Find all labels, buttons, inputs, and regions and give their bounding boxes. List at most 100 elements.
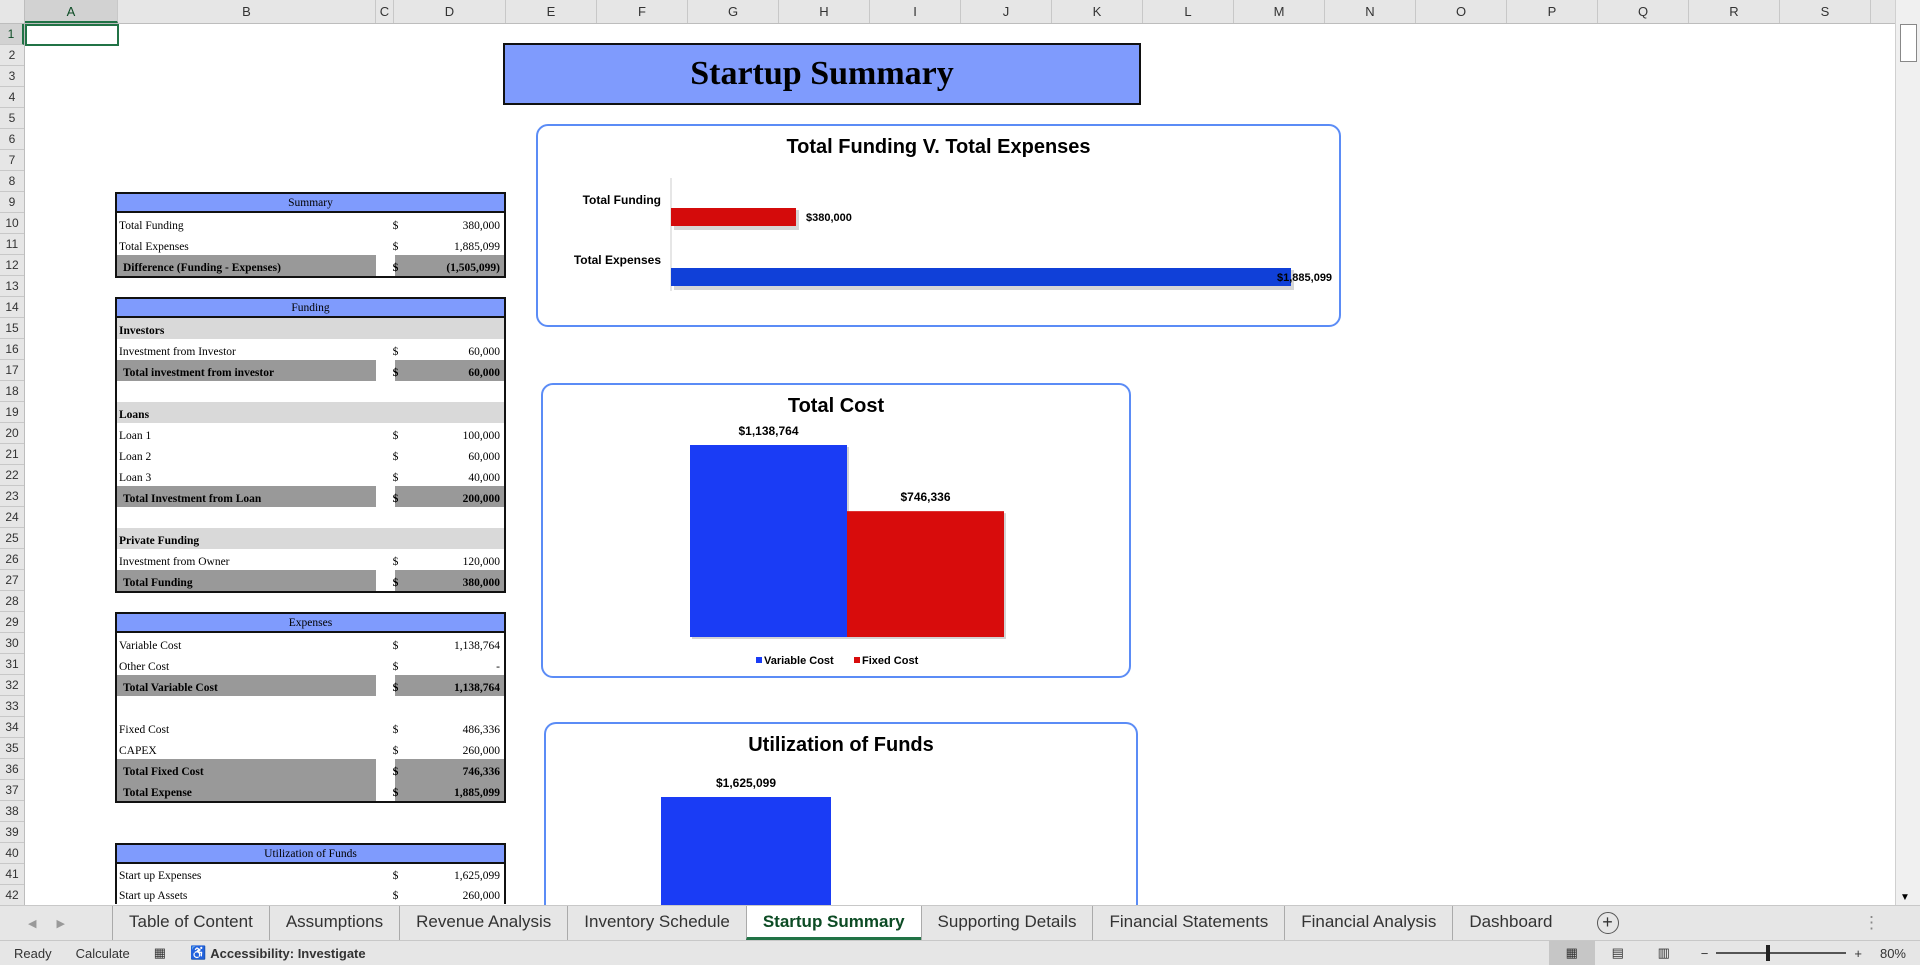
cell-cur[interactable]: $ — [392, 787, 399, 799]
row-header[interactable]: 41 — [0, 864, 24, 885]
sheet-tab[interactable]: Financial Analysis — [1284, 906, 1452, 940]
cell-cur[interactable]: $ — [392, 724, 399, 736]
cell-label[interactable]: Total Fixed Cost — [123, 766, 204, 778]
cell-value[interactable]: (1,505,099) — [446, 262, 500, 274]
cell-cur[interactable]: $ — [392, 451, 399, 463]
cell-label[interactable]: Loan 3 — [119, 472, 152, 484]
cell-cur[interactable]: $ — [392, 367, 399, 379]
row-header[interactable]: 17 — [0, 360, 24, 381]
column-header[interactable]: I — [870, 0, 961, 23]
row-header[interactable]: 37 — [0, 780, 24, 801]
cell-cur[interactable]: $ — [392, 766, 399, 778]
column-header[interactable]: A — [25, 0, 118, 23]
cell-cur[interactable]: $ — [392, 346, 399, 358]
cell-label[interactable]: Private Funding — [119, 535, 200, 547]
selected-cell-a1[interactable] — [25, 24, 119, 46]
cell-label[interactable]: Loans — [119, 409, 150, 421]
cell-value[interactable]: 1,625,099 — [453, 870, 500, 882]
sheet-tab[interactable]: Assumptions — [268, 906, 399, 940]
cell-label[interactable]: Start up Assets — [119, 890, 188, 902]
cell-label[interactable]: CAPEX — [119, 745, 157, 757]
macro-recording-icon[interactable]: ▦ — [153, 945, 167, 960]
column-header[interactable]: B — [118, 0, 376, 23]
row-header[interactable]: 18 — [0, 381, 24, 402]
funding-vs-expenses-chart[interactable]: Total Funding V. Total Expenses Total Fu… — [536, 124, 1341, 327]
cell-cur[interactable]: $ — [392, 682, 399, 694]
row-header[interactable]: 7 — [0, 150, 24, 171]
column-header[interactable]: M — [1234, 0, 1325, 23]
cell-value[interactable]: 1,885,099 — [454, 787, 500, 799]
column-header[interactable]: S — [1780, 0, 1871, 23]
utilization-chart[interactable]: Utilization of Funds $1,625,099 — [544, 722, 1138, 905]
column-header[interactable]: O — [1416, 0, 1507, 23]
column-header[interactable]: C — [376, 0, 394, 23]
cell-value[interactable]: 60,000 — [468, 451, 500, 463]
cell-label[interactable]: Other Cost — [119, 661, 170, 673]
cell-cur[interactable]: $ — [392, 745, 399, 757]
cell-value[interactable]: 60,000 — [468, 367, 500, 379]
column-header[interactable]: K — [1052, 0, 1143, 23]
cell-cur[interactable]: $ — [392, 870, 399, 882]
row-header[interactable]: 33 — [0, 696, 24, 717]
row-header[interactable]: 10 — [0, 213, 24, 234]
sheet-tab[interactable]: Startup Summary — [745, 906, 921, 940]
column-header[interactable]: R — [1689, 0, 1780, 23]
cell-cur[interactable]: $ — [392, 640, 399, 652]
next-sheet-icon[interactable]: ▶ — [56, 917, 65, 930]
cell-value[interactable]: 40,000 — [468, 472, 500, 484]
row-header[interactable]: 36 — [0, 759, 24, 780]
more-options-icon[interactable]: ⋮ — [1863, 913, 1880, 932]
row-header[interactable]: 28 — [0, 591, 24, 612]
zoom-in-icon[interactable]: + — [1854, 945, 1862, 961]
column-header[interactable]: D — [394, 0, 506, 23]
column-header[interactable]: P — [1507, 0, 1598, 23]
scroll-thumb[interactable] — [1900, 24, 1917, 62]
row-header[interactable]: 26 — [0, 549, 24, 570]
sheet-tab[interactable]: Dashboard — [1452, 906, 1568, 940]
row-header[interactable]: 11 — [0, 234, 24, 255]
cell-label[interactable]: Variable Cost — [119, 640, 182, 652]
row-header[interactable]: 2 — [0, 45, 24, 66]
select-all-corner[interactable] — [0, 0, 25, 23]
cell-label[interactable]: Loan 2 — [119, 451, 152, 463]
row-header[interactable]: 31 — [0, 654, 24, 675]
cell-value[interactable]: 380,000 — [462, 577, 500, 589]
cell-cur[interactable]: $ — [392, 890, 399, 902]
zoom-level[interactable]: 80% — [1879, 945, 1906, 961]
cell-label[interactable]: Investors — [119, 325, 165, 337]
cell-cur[interactable]: $ — [392, 577, 399, 589]
cell-value[interactable]: 260,000 — [462, 890, 500, 902]
row-header[interactable]: 16 — [0, 339, 24, 360]
cell-value[interactable]: 746,336 — [462, 766, 500, 778]
column-header[interactable]: J — [961, 0, 1052, 23]
row-header[interactable]: 15 — [0, 318, 24, 339]
cell-label[interactable]: Investment from Investor — [119, 346, 236, 358]
calculate-button[interactable]: Calculate — [75, 945, 130, 961]
zoom-slider[interactable] — [1716, 945, 1847, 961]
sheet-tab[interactable]: Revenue Analysis — [399, 906, 567, 940]
row-header[interactable]: 27 — [0, 570, 24, 591]
cell-value[interactable]: 1,138,764 — [453, 640, 500, 652]
row-header[interactable]: 1 — [0, 24, 24, 45]
prev-sheet-icon[interactable]: ◀ — [28, 917, 37, 930]
cell-cur[interactable]: $ — [392, 661, 399, 673]
column-header[interactable]: L — [1143, 0, 1234, 23]
row-header[interactable]: 5 — [0, 108, 24, 129]
sheet-tab[interactable]: Financial Statements — [1092, 906, 1284, 940]
cell-label[interactable]: Total Investment from Loan — [123, 493, 262, 505]
normal-view-icon[interactable]: ▦ — [1548, 941, 1595, 965]
cell-cur[interactable]: $ — [392, 220, 399, 232]
column-header[interactable]: E — [506, 0, 597, 23]
cell-cur[interactable]: $ — [392, 262, 399, 274]
row-header[interactable]: 20 — [0, 423, 24, 444]
row-header[interactable]: 22 — [0, 465, 24, 486]
cell-value[interactable]: 200,000 — [462, 493, 500, 505]
row-header[interactable]: 4 — [0, 87, 24, 108]
cell-cur[interactable]: $ — [392, 493, 399, 505]
column-header[interactable]: H — [779, 0, 870, 23]
cell-label[interactable]: Total Funding — [123, 577, 193, 589]
cell-label[interactable]: Difference (Funding - Expenses) — [123, 262, 281, 274]
row-header[interactable]: 21 — [0, 444, 24, 465]
page-layout-view-icon[interactable]: ▤ — [1611, 945, 1624, 960]
cell-label[interactable]: Loan 1 — [119, 430, 152, 442]
